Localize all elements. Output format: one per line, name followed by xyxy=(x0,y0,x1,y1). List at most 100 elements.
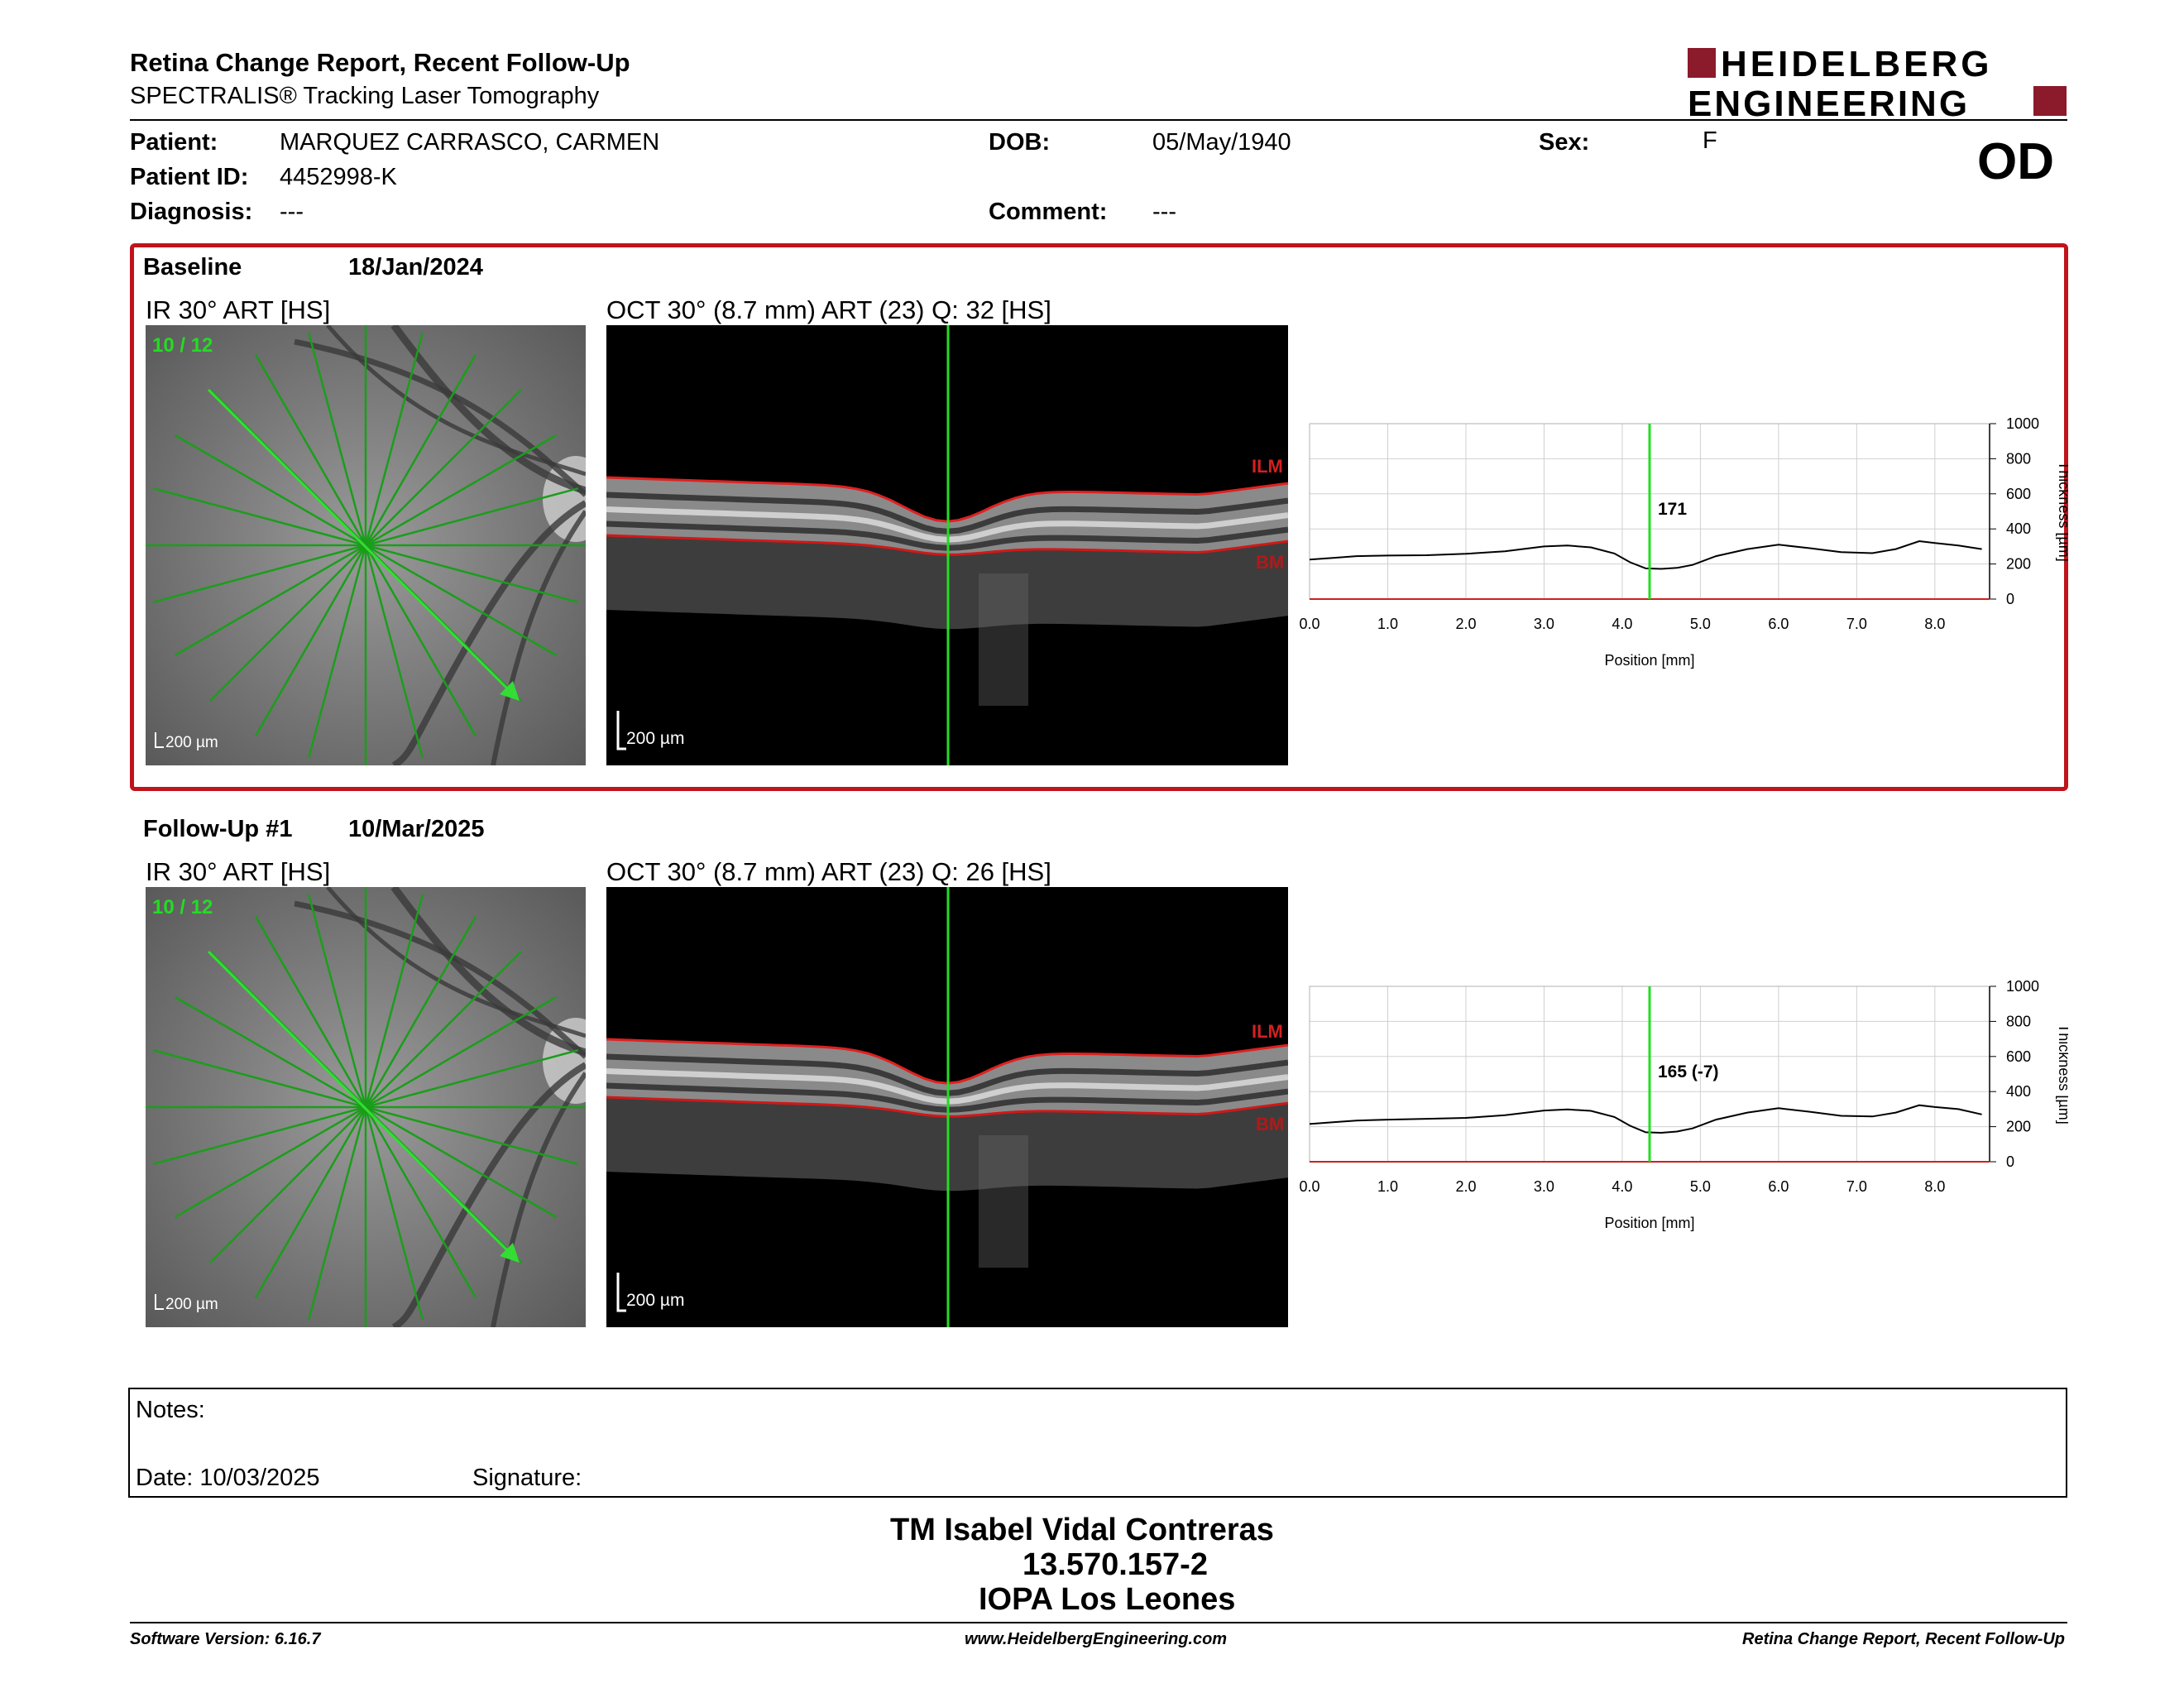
patient-id-label: Patient ID: xyxy=(130,164,249,190)
notes-date: Date: 10/03/2025 xyxy=(136,1465,320,1491)
baseline-scan-index: 10 / 12 xyxy=(152,334,213,357)
baseline-ir-fundus-image: 10 / 12 200 µm xyxy=(146,325,586,765)
y-tick-label: 400 xyxy=(2006,520,2031,537)
y-tick-label: 600 xyxy=(2006,1048,2031,1065)
retinal-vessel xyxy=(491,510,586,765)
y-tick-label: 1000 xyxy=(2006,978,2039,995)
baseline-label: Baseline xyxy=(143,254,242,281)
baseline-oct-svg: ILM BM 200 µm xyxy=(606,325,1288,765)
y-tick-label: 600 xyxy=(2006,486,2031,502)
sex-label: Sex: xyxy=(1539,129,1590,156)
x-tick-label: 2.0 xyxy=(1455,616,1476,632)
scale-bar-glyph xyxy=(155,1294,164,1310)
x-tick-label: 3.0 xyxy=(1534,616,1554,632)
logo-line2: ENGINEERING xyxy=(1688,84,1970,121)
x-tick-label: 6.0 xyxy=(1768,1178,1789,1195)
x-tick-label: 6.0 xyxy=(1768,616,1789,632)
x-tick-label: 4.0 xyxy=(1612,1178,1632,1195)
x-tick-label: 7.0 xyxy=(1846,1178,1867,1195)
followup-label: Follow-Up #1 xyxy=(143,816,293,842)
footer-report-name: Retina Change Report, Recent Follow-Up xyxy=(1742,1630,2066,1648)
y-tick-label: 1000 xyxy=(2006,415,2039,432)
scale-bar-glyph xyxy=(616,1273,626,1312)
baseline-ir-label: IR 30° ART [HS] xyxy=(146,295,331,324)
followup-ir-scale-bar: 200 µm xyxy=(165,1296,218,1313)
x-axis-label: Position [mm] xyxy=(1604,1215,1694,1231)
heidelberg-logo: HEIDELBERG ENGINEERING xyxy=(1688,44,2068,124)
y-tick-label: 800 xyxy=(2006,1013,2031,1029)
baseline-oct-scale-bar: 200 µm xyxy=(626,729,684,748)
retinal-vessel xyxy=(391,1062,586,1327)
marker-value-label: 165 (-7) xyxy=(1658,1062,1719,1081)
y-tick-label: 0 xyxy=(2006,591,2014,607)
followup-date: 10/Mar/2025 xyxy=(348,816,485,842)
thickness-series-line xyxy=(1309,1104,1982,1134)
y-tick-label: 200 xyxy=(2006,1119,2031,1135)
notes-label: Notes: xyxy=(136,1397,205,1423)
x-tick-label: 5.0 xyxy=(1690,616,1711,632)
followup-scan-index: 10 / 12 xyxy=(152,896,213,918)
comment-label: Comment: xyxy=(989,199,1108,225)
y-tick-label: 400 xyxy=(2006,1083,2031,1100)
dob-label: DOB: xyxy=(989,129,1051,156)
y-tick-label: 0 xyxy=(2006,1153,2014,1170)
baseline-oct-bscan-image: ILM BM 200 µm xyxy=(606,325,1288,765)
x-tick-label: 8.0 xyxy=(1924,1178,1945,1195)
retinal-vessel xyxy=(390,887,586,1057)
x-tick-label: 1.0 xyxy=(1377,1178,1398,1195)
scale-bar-glyph xyxy=(616,711,626,750)
x-tick-label: 1.0 xyxy=(1377,616,1398,632)
patient-label: Patient: xyxy=(130,129,218,156)
sex-value: F xyxy=(1703,127,1717,154)
scan-direction-arrow xyxy=(500,1243,520,1263)
followup-thickness-chart: 0 200 400 600 800 1000 0.0 1.0 2.0 3.0 4.0 5.0 6.0 7.… xyxy=(1291,968,2072,1241)
x-tick-label: 0.0 xyxy=(1299,616,1320,632)
followup-ir-fundus-image: 10 / 12 200 µm xyxy=(146,887,586,1327)
current-scan-line xyxy=(207,950,511,1254)
x-tick-label: 3.0 xyxy=(1534,1178,1554,1195)
followup-oct-scale-bar: 200 µm xyxy=(626,1291,684,1310)
footer-divider xyxy=(130,1622,2067,1623)
x-tick-label: 5.0 xyxy=(1690,1178,1711,1195)
baseline-ilm-label: ILM xyxy=(1252,456,1283,477)
y-axis-label: Thickness [µm] xyxy=(2056,461,2068,561)
signature-label: Signature: xyxy=(472,1465,582,1491)
notes-box xyxy=(128,1388,2067,1498)
report-subtitle: SPECTRALIS® Tracking Laser Tomography xyxy=(130,83,600,109)
baseline-bm-label: BM xyxy=(1256,552,1284,573)
signer-rut: 13.570.157-2 xyxy=(1023,1547,1208,1582)
patient-name: MARQUEZ CARRASCO, CARMEN xyxy=(280,129,660,156)
report-title: Retina Change Report, Recent Follow-Up xyxy=(130,48,630,77)
shadow-artifact xyxy=(979,1135,1028,1268)
followup-bm-label: BM xyxy=(1256,1114,1284,1134)
baseline-thickness-chart: 0 200 400 600 800 1000 0.0 1.0 2.0 3.0 4.0 5.0 6.0 7.… xyxy=(1291,405,2072,679)
x-tick-label: 8.0 xyxy=(1924,616,1945,632)
x-axis-label: Position [mm] xyxy=(1604,652,1694,669)
retina-tissue xyxy=(606,1039,1288,1117)
followup-oct-bscan-image: ILM BM 200 µm xyxy=(606,887,1288,1327)
x-tick-label: 7.0 xyxy=(1846,616,1867,632)
scan-direction-arrow xyxy=(500,681,520,701)
shadow-artifact xyxy=(979,573,1028,706)
current-scan-line xyxy=(207,388,511,693)
footer-website[interactable]: www.HeidelbergEngineering.com xyxy=(965,1630,1228,1648)
dob-value: 05/May/1940 xyxy=(1152,129,1291,156)
x-tick-label: 4.0 xyxy=(1612,616,1632,632)
signer-organization: IOPA Los Leones xyxy=(979,1582,1236,1617)
thickness-series-line xyxy=(1309,539,1982,570)
followup-ilm-label: ILM xyxy=(1252,1021,1283,1042)
y-axis-label: Thickness [µm] xyxy=(2056,1024,2068,1124)
followup-fundus-svg: 10 / 12 200 µm xyxy=(146,887,586,1327)
eye-indicator: OD xyxy=(1977,133,2054,190)
diagnosis-value: --- xyxy=(280,199,304,225)
y-tick-label: 800 xyxy=(2006,450,2031,467)
baseline-date: 18/Jan/2024 xyxy=(348,254,483,281)
scale-bar-glyph xyxy=(155,732,164,748)
retinal-vessel xyxy=(391,500,586,765)
baseline-ir-scale-bar: 200 µm xyxy=(165,734,218,751)
retinal-vessel xyxy=(390,325,586,495)
x-tick-label: 2.0 xyxy=(1455,1178,1476,1195)
followup-ir-label: IR 30° ART [HS] xyxy=(146,857,331,886)
baseline-highlight-box xyxy=(130,243,2068,791)
header-divider xyxy=(130,119,2067,121)
